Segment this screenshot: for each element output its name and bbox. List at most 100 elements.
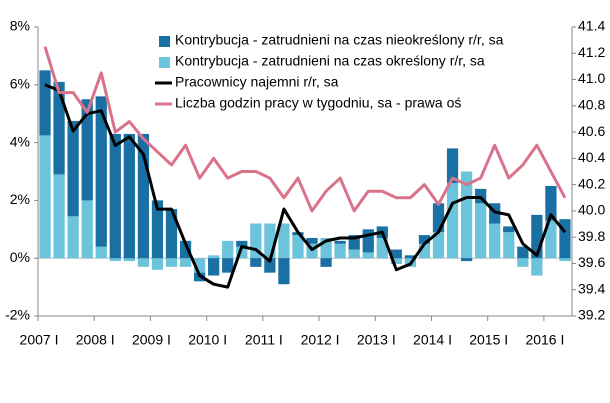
bar (390, 258, 402, 264)
bar (320, 237, 332, 259)
bar (179, 258, 192, 267)
y2-tick-label: 40.8 (578, 97, 605, 113)
bar (376, 237, 388, 259)
x-tick-label: 2008 I (76, 332, 115, 348)
bar (292, 235, 304, 259)
bar (545, 185, 557, 221)
y-tick-label: 2% (10, 191, 30, 207)
bar (446, 183, 459, 259)
bar (151, 258, 164, 270)
bar (503, 226, 515, 233)
bar (123, 258, 135, 262)
bar (222, 240, 234, 259)
bar (151, 200, 164, 259)
bar (517, 258, 529, 267)
bar (208, 255, 220, 259)
bar (418, 235, 431, 244)
bar (559, 219, 571, 259)
bar (250, 223, 262, 259)
bar (236, 240, 248, 247)
bar (531, 214, 543, 259)
x-tick-label: 2011 I (245, 332, 283, 348)
line (44, 83, 567, 289)
y-tick-label: -2% (5, 307, 30, 323)
bar (137, 133, 150, 259)
y2-tick-label: 40.4 (578, 149, 605, 165)
bar (95, 246, 107, 259)
bar (348, 235, 360, 250)
legend-label: Pracownicy najemni r/r, sa (175, 74, 339, 90)
legend-swatch (159, 57, 170, 68)
bar (348, 249, 360, 259)
y2-tick-label: 39.8 (578, 228, 605, 244)
bar (446, 148, 459, 184)
bar (475, 203, 487, 259)
y-tick-label: 0% (10, 249, 30, 265)
bar (53, 81, 65, 175)
bar (432, 203, 445, 233)
bar (320, 258, 332, 267)
bar (264, 258, 276, 273)
bar (362, 252, 374, 259)
x-tick-label: 2014 I (413, 332, 452, 348)
bar (67, 216, 79, 259)
bar (306, 237, 318, 244)
bar (531, 258, 543, 276)
bar (362, 229, 374, 253)
bar (517, 246, 529, 259)
legend-swatch (159, 36, 170, 47)
bar (503, 232, 515, 259)
bar (39, 135, 51, 259)
bar (208, 258, 220, 276)
bar (404, 255, 417, 259)
bar (81, 200, 93, 259)
bar (460, 258, 473, 262)
legend-label: Kontrybucja - zatrudnieni na czas nieokr… (175, 32, 504, 48)
x-tick-label: 2009 I (132, 332, 171, 348)
bar (39, 70, 51, 136)
y-tick-label: 6% (10, 76, 30, 92)
bar (53, 174, 65, 259)
x-tick-label: 2012 I (301, 332, 340, 348)
bar (460, 171, 473, 259)
bar (489, 223, 501, 259)
bar (95, 96, 107, 247)
bar (250, 258, 262, 267)
y2-tick-label: 39.4 (578, 280, 605, 296)
y-tick-label: 8% (10, 18, 30, 34)
bar (390, 249, 402, 259)
bar (137, 258, 150, 267)
legend-label: Kontrybucja - zatrudnieni na czas określ… (175, 53, 485, 69)
y2-tick-label: 39.2 (578, 307, 605, 323)
y2-tick-label: 39.6 (578, 254, 605, 270)
bar (334, 243, 346, 259)
x-tick-label: 2015 I (469, 332, 508, 348)
bar (81, 99, 93, 201)
bar (334, 240, 346, 244)
y2-tick-label: 40.0 (578, 202, 605, 218)
x-tick-label: 2016 I (525, 332, 564, 348)
y2-tick-label: 41.4 (578, 18, 605, 34)
bar (278, 223, 290, 259)
bar (432, 232, 445, 259)
y2-tick-label: 41.0 (578, 70, 605, 86)
bar (123, 133, 135, 259)
bar (109, 133, 121, 259)
legend-label: Liczba godzin pracy w tygodniu, sa - pra… (175, 95, 461, 111)
bar (222, 258, 234, 273)
bar (418, 243, 431, 259)
bar (179, 240, 192, 259)
bar (559, 258, 571, 262)
line (43, 46, 567, 213)
y2-tick-label: 40.2 (578, 175, 605, 191)
bar (193, 258, 206, 273)
bar (278, 258, 290, 285)
bar (109, 258, 121, 262)
y-tick-label: 4% (10, 133, 30, 149)
bar (67, 120, 79, 217)
bar (545, 220, 557, 259)
bar (165, 258, 178, 267)
x-tick-label: 2010 I (188, 332, 227, 348)
bar (236, 246, 248, 259)
